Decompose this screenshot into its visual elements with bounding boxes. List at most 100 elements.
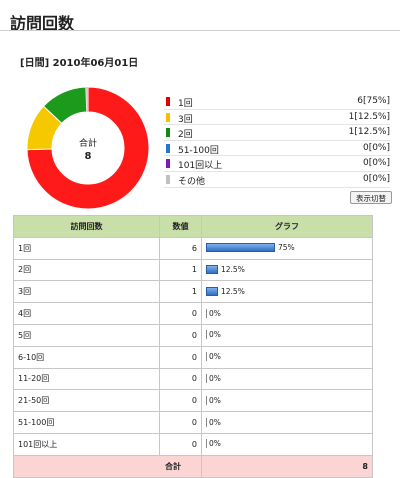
legend-label: その他: [178, 176, 206, 187]
date-range-label: [日間] 2010年06月01日: [20, 58, 139, 69]
table-row: 4回 0 0%: [13, 302, 373, 325]
row-percent: 75%: [278, 243, 295, 253]
header-graph: グラフ: [201, 215, 373, 238]
legend-item: 2回 1[12.5%]: [164, 125, 390, 141]
row-label: 2回: [13, 258, 160, 282]
legend-label: 2回: [178, 130, 193, 141]
row-value: 0: [159, 389, 202, 413]
row-value: 0: [159, 302, 202, 325]
table-row: 51-100回 0 0%: [13, 411, 373, 434]
legend-swatch: [166, 112, 170, 122]
header-visit-count: 訪問回数: [13, 215, 160, 238]
legend-value: 6[75%]: [357, 96, 390, 106]
legend-swatch: [166, 97, 170, 106]
legend-swatch: [166, 159, 170, 169]
donut-center-value: 8: [85, 151, 92, 162]
row-value: 0: [159, 411, 202, 434]
row-percent: 0%: [209, 330, 221, 340]
row-bar: [206, 308, 207, 318]
row-bar: [206, 264, 218, 274]
toggle-display-button[interactable]: 表示切替: [350, 191, 392, 204]
page-title: 訪問回数: [10, 14, 75, 33]
row-value: 1: [159, 280, 202, 304]
row-percent: 0%: [209, 308, 221, 318]
legend-swatch: [166, 128, 170, 138]
visits-table: 訪問回数 数値 グラフ 1回 6 75% 2回 1 12.5% 3回 1 12.5% 4回 0 0% 5…: [13, 215, 373, 478]
row-bar: [206, 417, 207, 427]
row-bar: [206, 286, 218, 296]
table-header-row: 訪問回数 数値 グラフ: [13, 215, 373, 238]
row-value: 6: [159, 236, 202, 260]
row-graph: 12.5%: [201, 280, 373, 304]
row-graph: 0%: [201, 302, 373, 325]
row-graph: 12.5%: [201, 258, 373, 282]
table-total-row: 合計 8: [13, 454, 373, 478]
total-value: 8: [201, 454, 373, 478]
legend-value: 1[12.5%]: [348, 127, 390, 138]
donut-segment-0: [26, 86, 150, 210]
legend-label: 1回: [178, 99, 193, 109]
row-graph: 75%: [201, 236, 373, 260]
donut-segment-other: [85, 87, 88, 113]
header-value: 数値: [159, 215, 202, 238]
row-graph: 0%: [201, 367, 373, 391]
legend-value: 0[0%]: [362, 173, 390, 184]
legend-label: 3回: [178, 114, 193, 125]
row-percent: 0%: [209, 417, 221, 427]
row-percent: 0%: [209, 373, 221, 383]
row-percent: 0%: [209, 352, 221, 362]
row-label: 51-100回: [13, 411, 160, 434]
row-label: 6-10回: [13, 345, 160, 369]
row-value: 0: [159, 432, 202, 456]
legend-item: 1回 6[75%]: [164, 94, 390, 110]
legend-swatch: [166, 174, 170, 184]
row-label: 21-50回: [13, 389, 160, 413]
row-graph: 0%: [201, 432, 373, 456]
table-row: 101回以上 0 0%: [13, 432, 373, 456]
row-graph: 0%: [201, 389, 373, 413]
row-percent: 12.5%: [221, 264, 245, 274]
row-graph: 0%: [201, 345, 373, 369]
legend-item: その他 0[0%]: [164, 172, 390, 188]
total-label: 合計: [13, 454, 202, 478]
row-label: 5回: [13, 323, 160, 347]
donut-segments: [26, 86, 150, 210]
legend-value: 0[0%]: [362, 158, 390, 169]
table-row: 21-50回 0 0%: [13, 389, 373, 413]
table-row: 5回 0 0%: [13, 323, 373, 347]
row-bar: [206, 373, 207, 383]
table-row: 1回 6 75%: [13, 236, 373, 260]
donut-segment-2: [42, 86, 88, 125]
donut-center-label: 合計: [79, 137, 97, 149]
legend-item: 3回 1[12.5%]: [164, 110, 390, 126]
table-row: 6-10回 0 0%: [13, 345, 373, 369]
row-percent: 0%: [209, 395, 221, 405]
row-label: 3回: [13, 280, 160, 304]
table-row: 3回 1 12.5%: [13, 280, 373, 304]
row-graph: 0%: [201, 323, 373, 347]
legend-label: 101回以上: [178, 161, 223, 172]
row-bar: [206, 439, 207, 449]
legend-label: 51-100回: [178, 145, 219, 156]
row-bar: [206, 243, 275, 253]
legend-value: 1[12.5%]: [348, 111, 390, 122]
legend-swatch: [166, 143, 170, 153]
row-value: 1: [159, 258, 202, 282]
row-label: 1回: [13, 236, 160, 260]
row-percent: 0%: [209, 439, 221, 449]
chart-legend: 1回 6[75%] 3回 1[12.5%] 2回 1[12.5%] 51-100回 0[0%]…: [164, 94, 390, 188]
row-graph: 0%: [201, 411, 373, 434]
row-percent: 12.5%: [221, 286, 245, 296]
row-value: 0: [159, 323, 202, 347]
row-bar: [206, 352, 207, 362]
row-label: 4回: [13, 302, 160, 325]
row-bar: [206, 395, 207, 405]
row-label: 11-20回: [13, 367, 160, 391]
row-label: 101回以上: [13, 432, 160, 456]
legend-item: 51-100回 0[0%]: [164, 141, 390, 157]
row-bar: [206, 330, 207, 340]
row-value: 0: [159, 345, 202, 369]
table-row: 2回 1 12.5%: [13, 258, 373, 282]
legend-item: 101回以上 0[0%]: [164, 156, 390, 172]
row-value: 0: [159, 367, 202, 391]
